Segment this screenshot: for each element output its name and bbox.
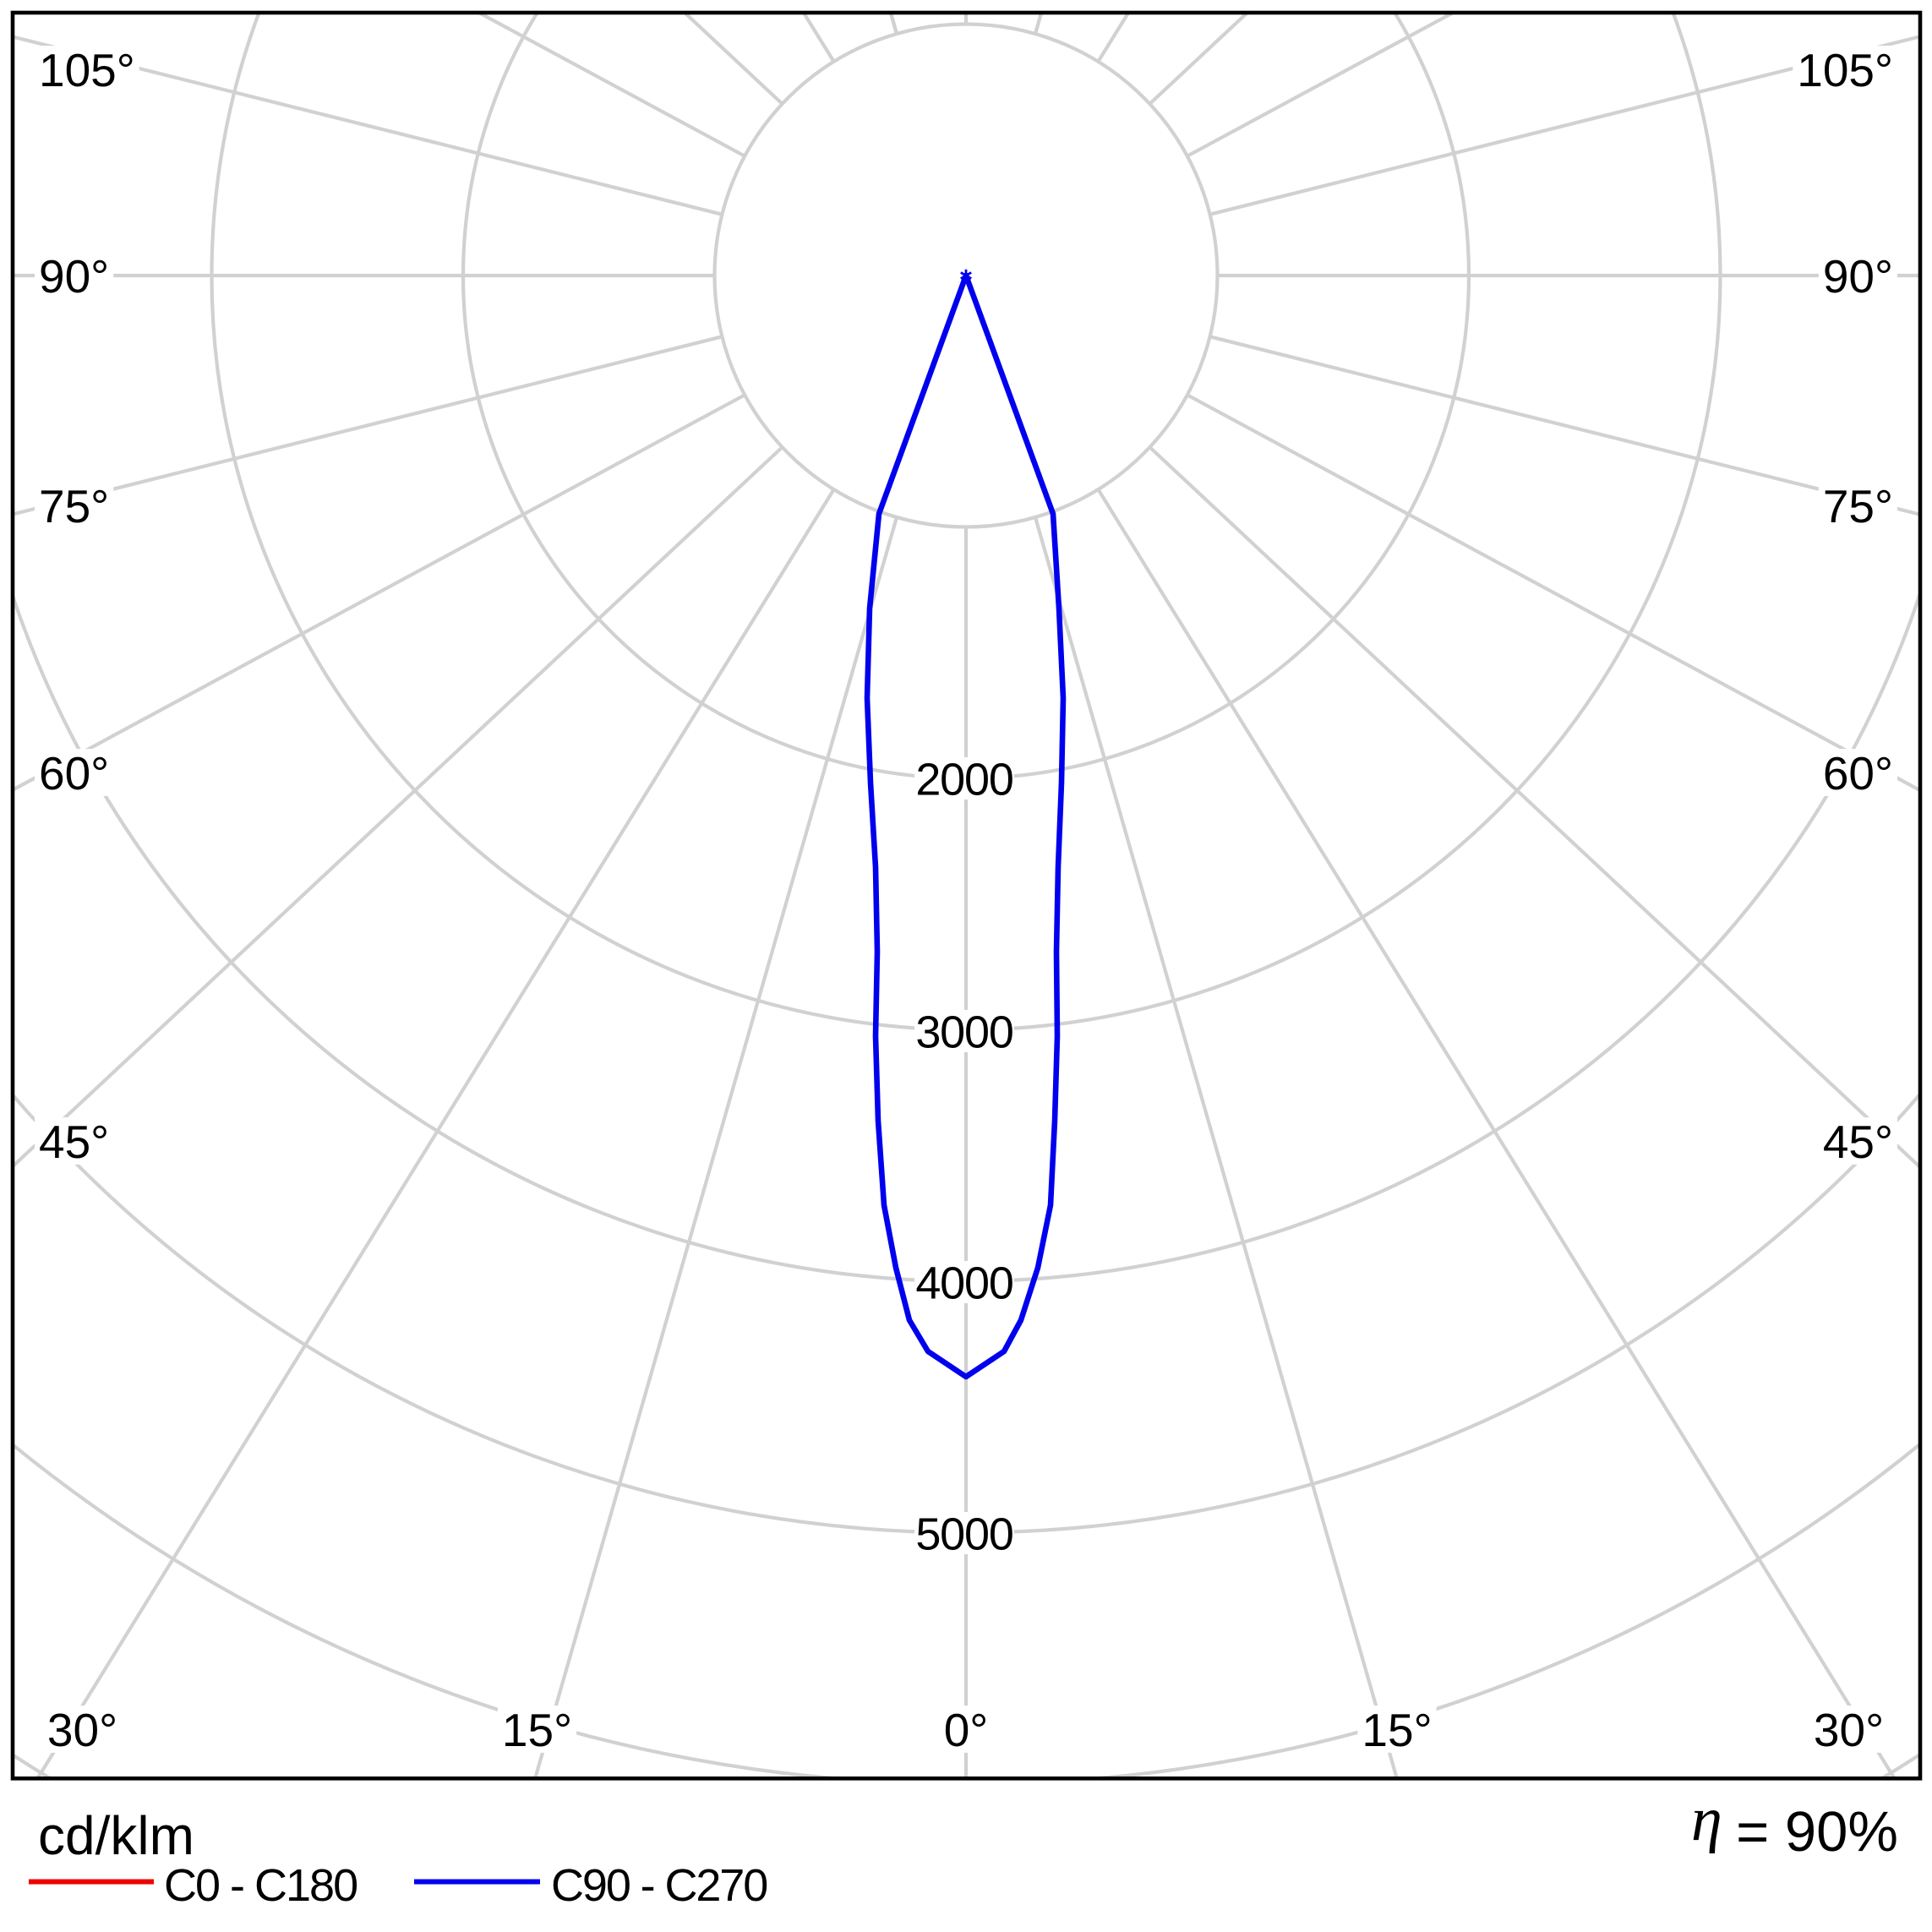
svg-text:105°: 105° bbox=[39, 44, 135, 96]
svg-text:30°: 30° bbox=[1814, 1704, 1884, 1756]
svg-text:15°: 15° bbox=[1362, 1704, 1432, 1756]
svg-text:5000: 5000 bbox=[915, 1509, 1012, 1560]
svg-text:= 90%: = 90% bbox=[1736, 1800, 1898, 1864]
svg-text:2000: 2000 bbox=[915, 755, 1012, 805]
svg-text:15°: 15° bbox=[502, 1704, 572, 1756]
svg-text:45°: 45° bbox=[1823, 1116, 1893, 1168]
svg-text:cd/klm: cd/klm bbox=[38, 1805, 194, 1866]
svg-text:C90 - C270: C90 - C270 bbox=[551, 1860, 767, 1911]
svg-text:45°: 45° bbox=[39, 1116, 109, 1168]
svg-text:60°: 60° bbox=[1823, 747, 1893, 800]
svg-text:105°: 105° bbox=[1797, 44, 1893, 96]
svg-text:30°: 30° bbox=[47, 1704, 117, 1756]
svg-text:90°: 90° bbox=[1823, 250, 1893, 303]
svg-text:60°: 60° bbox=[39, 747, 109, 800]
svg-text:3000: 3000 bbox=[915, 1007, 1012, 1058]
svg-text:η: η bbox=[1691, 1785, 1722, 1854]
svg-text:0°: 0° bbox=[944, 1704, 989, 1756]
svg-text:90°: 90° bbox=[39, 250, 109, 303]
svg-text:75°: 75° bbox=[1823, 480, 1893, 532]
svg-text:75°: 75° bbox=[39, 480, 109, 532]
svg-text:C0 - C180: C0 - C180 bbox=[164, 1860, 357, 1911]
svg-text:4000: 4000 bbox=[915, 1258, 1012, 1309]
